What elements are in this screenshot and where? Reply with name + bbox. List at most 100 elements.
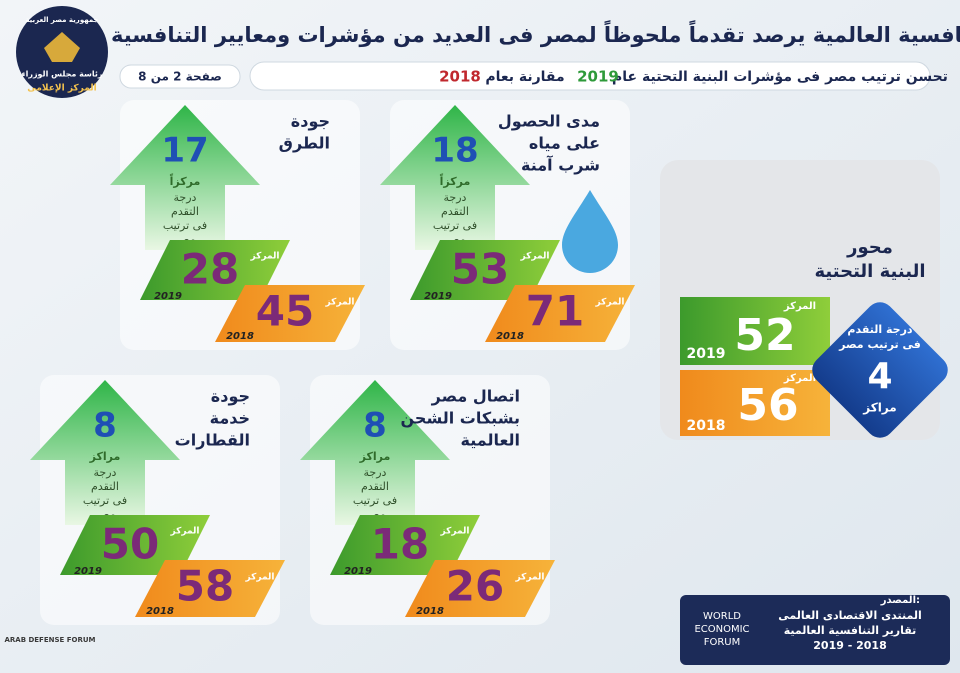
rank-label: المركز xyxy=(170,527,200,537)
source-line: المنتدى الاقتصادى العالمى xyxy=(778,609,922,622)
indicator-name: الطرق xyxy=(279,134,330,153)
source-label: المصدر: xyxy=(880,595,920,606)
rank-label: المركز xyxy=(440,527,470,537)
indicator-name: شرب آمنة xyxy=(521,155,600,175)
source-line: 2019 - 2018 xyxy=(813,639,886,652)
logo-eagle xyxy=(44,32,80,62)
rank-label: المركز xyxy=(783,301,816,312)
subtitle-year: 2019 xyxy=(577,68,619,86)
wef-logo: FORUM xyxy=(704,637,741,648)
main-improvement-unit: مراكز xyxy=(862,401,896,415)
watermark: ARAB DEFENSE FORUM xyxy=(4,636,95,644)
rank-2018-bar xyxy=(405,560,555,617)
rank-label: المركز xyxy=(595,298,625,308)
rank-2018-bar xyxy=(485,285,635,342)
indicator-name: العالمية xyxy=(461,431,521,450)
page-number: صفحة 2 من 8 xyxy=(138,70,222,84)
logo-text: جمهورية مصر العربية xyxy=(25,16,98,24)
improvement-label: التقدم xyxy=(91,480,119,493)
main-improvement-label: درجة التقدم xyxy=(847,323,912,336)
rank-2018: 45 xyxy=(256,287,314,336)
logo-text: رئاسة مجلس الوزراء xyxy=(22,70,103,80)
improvement-unit: مركزاً xyxy=(170,173,201,188)
improvement-label: التقدم xyxy=(171,205,199,218)
indicator-name: القطارات xyxy=(175,431,250,450)
main-improvement-label: فى ترتيب مصر xyxy=(838,338,921,351)
rank-2019: 53 xyxy=(451,245,509,294)
year-2018: 2018 xyxy=(687,418,726,434)
improvement-label: فى ترتيب xyxy=(83,494,127,507)
improvement-label: التقدم xyxy=(361,480,389,493)
improvement-unit: مراكز xyxy=(359,450,391,463)
rank-label: المركز xyxy=(783,373,816,384)
rank-2018: 71 xyxy=(526,287,584,336)
arrow xyxy=(110,105,260,250)
arrow xyxy=(300,380,450,525)
main-title: محور xyxy=(846,237,893,258)
subtitle-part: تحسن ترتيب مصر فى مؤشرات البنية التحتية … xyxy=(612,69,948,85)
rank-label: المركز xyxy=(520,252,550,262)
improvement-label: فى ترتيب xyxy=(433,219,477,232)
rank-label: المركز xyxy=(515,573,545,583)
rank-label: المركز xyxy=(245,573,275,583)
improvement-unit: مراكز xyxy=(89,450,121,463)
indicator-name: اتصال مصر xyxy=(431,387,520,406)
year-2018: 2018 xyxy=(496,331,524,342)
wef-logo: ECONOMIC xyxy=(694,624,749,635)
rank-label: المركز xyxy=(250,252,280,262)
improvement-label: درجة xyxy=(444,191,467,204)
main-improvement-diamond xyxy=(812,302,948,438)
wef-logo: WORLD xyxy=(703,611,741,622)
logo-text: المركز الإعلامى xyxy=(27,84,97,94)
main-rank-2018-box xyxy=(680,370,830,436)
improvement-label: درجة xyxy=(364,466,387,479)
source-box xyxy=(680,595,950,665)
main-title: البنية التحتية xyxy=(814,261,925,282)
rank-2019: 50 xyxy=(101,520,159,569)
page-pill xyxy=(119,64,241,89)
year-2019: 2019 xyxy=(424,291,452,302)
improvement-label: درجة xyxy=(94,466,117,479)
year-2018: 2018 xyxy=(226,331,254,342)
year-2019: 2019 xyxy=(154,291,182,302)
source-line: تقارير التنافسية العالمية xyxy=(784,624,917,637)
year-2018: 2018 xyxy=(416,606,444,617)
rank-label: المركز xyxy=(325,298,355,308)
rank-2018-bar xyxy=(135,560,285,617)
year-2018: 2018 xyxy=(146,606,174,617)
indicator-name: جودة xyxy=(291,112,330,131)
title: تقرير التنافسية العالمية يرصد تقدماً ملح… xyxy=(111,19,960,47)
improvement-label: التقدم xyxy=(441,205,469,218)
rank-2019: 18 xyxy=(371,520,429,569)
rank-2018-bar xyxy=(215,285,365,342)
rank-2018: 58 xyxy=(176,562,234,611)
improvement-label: فى ترتيب xyxy=(353,494,397,507)
indicator-name: بشبكات الشحن xyxy=(401,409,520,428)
improvement-number: 8 xyxy=(363,406,387,446)
main-rank-2019-box xyxy=(680,297,830,365)
water-drop-icon xyxy=(562,190,618,273)
arrow xyxy=(380,105,530,250)
improvement-label: درجة xyxy=(174,191,197,204)
year-2019: 2019 xyxy=(74,566,102,577)
indicator-name: مدى الحصول xyxy=(498,112,600,131)
subtitle-year: 2018 xyxy=(439,68,481,86)
indicator-name: خدمة xyxy=(210,409,250,428)
improvement-number: 17 xyxy=(161,131,208,171)
indicator-name: جودة xyxy=(211,387,250,406)
main-rank-2019: 52 xyxy=(734,310,795,361)
main-rank-2018: 56 xyxy=(737,380,798,431)
improvement-number: 8 xyxy=(93,406,117,446)
main-improvement: 4 xyxy=(867,356,892,397)
indicator-name: على مياه xyxy=(529,134,600,153)
subtitle-part: مقارنة بعام xyxy=(485,69,564,85)
improvement-unit: مركزاً xyxy=(440,173,471,188)
rank-2018: 26 xyxy=(446,562,504,611)
improvement-number: 18 xyxy=(431,131,478,171)
year-2019: 2019 xyxy=(687,346,726,362)
rank-2019: 28 xyxy=(181,245,239,294)
subtitle-bar xyxy=(249,61,931,91)
arrow xyxy=(30,380,180,525)
